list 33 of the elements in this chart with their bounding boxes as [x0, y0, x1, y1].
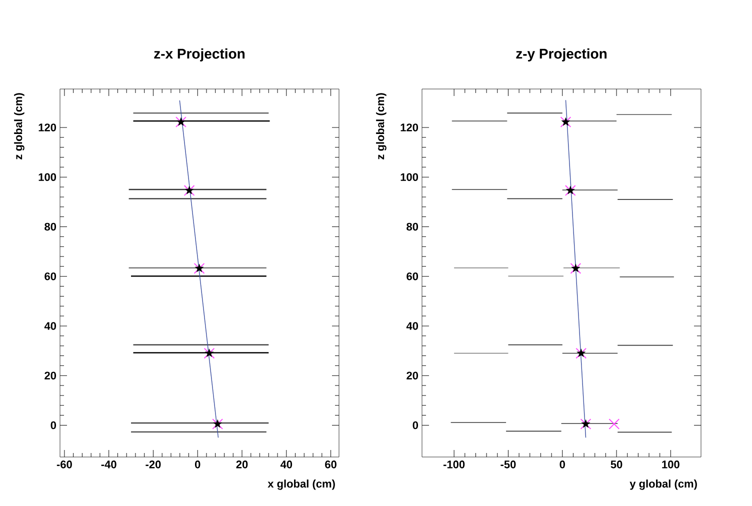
x-axis-title: y global (cm) [630, 480, 697, 490]
x-tick-label: 50 [610, 460, 622, 468]
y-tick-label: 0 [412, 421, 418, 430]
x-tick-label: 60 [325, 460, 336, 468]
x-tick-label: -20 [146, 460, 161, 468]
y-tick-label: 120 [38, 124, 56, 132]
y-tick-label: 100 [400, 173, 418, 181]
point [608, 418, 620, 430]
y-axis-title: z global (cm) [376, 93, 386, 160]
x-axis-title: x global (cm) [268, 480, 335, 490]
x-tick-label: 20 [236, 460, 248, 468]
y-tick-label: 80 [44, 222, 56, 231]
x-tick-label: -50 [500, 460, 516, 468]
x-tick-label: -40 [101, 460, 116, 468]
y-tick-label: 20 [406, 372, 418, 380]
chart-title: z-x Projection [154, 48, 245, 62]
y-tick-label: 40 [406, 322, 418, 330]
y-tick-label: 40 [44, 322, 56, 330]
y-axis-title: z global (cm) [14, 93, 24, 160]
x-tick-label: 40 [280, 460, 292, 468]
y-tick-label: 0 [50, 421, 56, 430]
chart-title: z-y Projection [516, 48, 607, 62]
x-tick-label: -100 [443, 460, 465, 468]
y-tick-label: 120 [400, 124, 418, 132]
y-tick-label: 20 [44, 372, 56, 380]
x-tick-label: -60 [56, 460, 72, 468]
x-tick-label: 100 [662, 460, 680, 468]
y-tick-label: 60 [406, 272, 418, 280]
y-tick-label: 80 [406, 222, 418, 231]
y-tick-label: 60 [44, 272, 56, 280]
x-tick-label: 0 [194, 460, 200, 468]
x-tick-label: 0 [560, 460, 565, 468]
y-tick-label: 100 [38, 173, 56, 181]
